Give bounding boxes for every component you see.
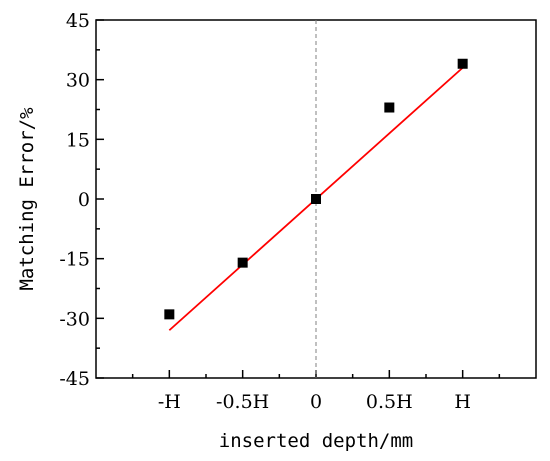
data-point — [237, 257, 248, 268]
x-tick-label: 0.5H — [366, 391, 413, 413]
x-axis-label: inserted depth/mm — [219, 430, 413, 452]
x-tick-label: -0.5H — [216, 391, 269, 413]
x-tick-label: H — [454, 391, 471, 413]
data-point — [164, 309, 175, 320]
y-tick-label: -45 — [59, 368, 90, 390]
y-tick-label: 15 — [66, 129, 90, 151]
y-tick-label: -30 — [59, 308, 90, 330]
y-tick-label: -15 — [59, 249, 90, 271]
data-point — [457, 58, 468, 69]
x-tick-label: 0 — [310, 391, 322, 413]
y-tick-label: 30 — [66, 70, 90, 92]
y-axis-label: Matching Error/% — [16, 107, 38, 291]
y-tick-label: 0 — [78, 189, 90, 211]
data-point — [384, 102, 395, 113]
y-tick-label: 45 — [66, 10, 90, 32]
data-point — [311, 194, 321, 204]
x-tick-label: -H — [158, 391, 181, 413]
